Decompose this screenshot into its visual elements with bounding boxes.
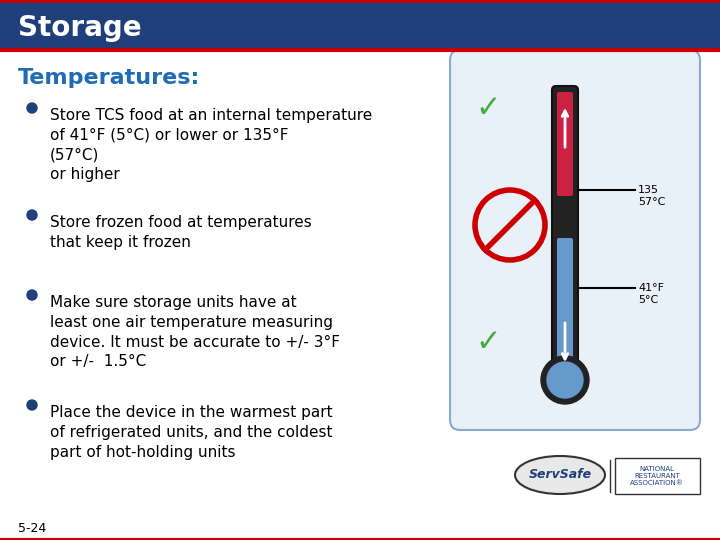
Text: Make sure storage units have at
least one air temperature measuring
device. It m: Make sure storage units have at least on… xyxy=(50,295,340,369)
Text: ServSafe: ServSafe xyxy=(528,469,592,482)
Circle shape xyxy=(541,356,589,404)
Text: Store TCS food at an internal temperature
of 41°F (5°C) or lower or 135°F
(57°C): Store TCS food at an internal temperatur… xyxy=(50,108,372,183)
Circle shape xyxy=(27,210,37,220)
FancyBboxPatch shape xyxy=(450,50,700,430)
FancyBboxPatch shape xyxy=(557,92,573,196)
Text: ✓: ✓ xyxy=(475,327,500,356)
Text: 5-24: 5-24 xyxy=(18,522,46,535)
FancyBboxPatch shape xyxy=(557,238,573,358)
Circle shape xyxy=(547,362,583,398)
Text: 41°F
5°C: 41°F 5°C xyxy=(638,283,664,305)
Circle shape xyxy=(27,400,37,410)
Text: Temperatures:: Temperatures: xyxy=(18,68,200,88)
Text: Store frozen food at temperatures
that keep it frozen: Store frozen food at temperatures that k… xyxy=(50,215,312,250)
Text: 135
57°C: 135 57°C xyxy=(638,185,665,207)
Text: Place the device in the warmest part
of refrigerated units, and the coldest
part: Place the device in the warmest part of … xyxy=(50,405,333,460)
Text: ✓: ✓ xyxy=(475,93,500,123)
FancyBboxPatch shape xyxy=(552,86,578,364)
Ellipse shape xyxy=(515,456,605,494)
Text: NATIONAL
RESTAURANT
ASSOCIATION®: NATIONAL RESTAURANT ASSOCIATION® xyxy=(630,466,684,486)
Text: Storage: Storage xyxy=(18,14,142,42)
Circle shape xyxy=(27,290,37,300)
Circle shape xyxy=(27,103,37,113)
FancyBboxPatch shape xyxy=(615,458,700,494)
FancyBboxPatch shape xyxy=(0,0,720,50)
